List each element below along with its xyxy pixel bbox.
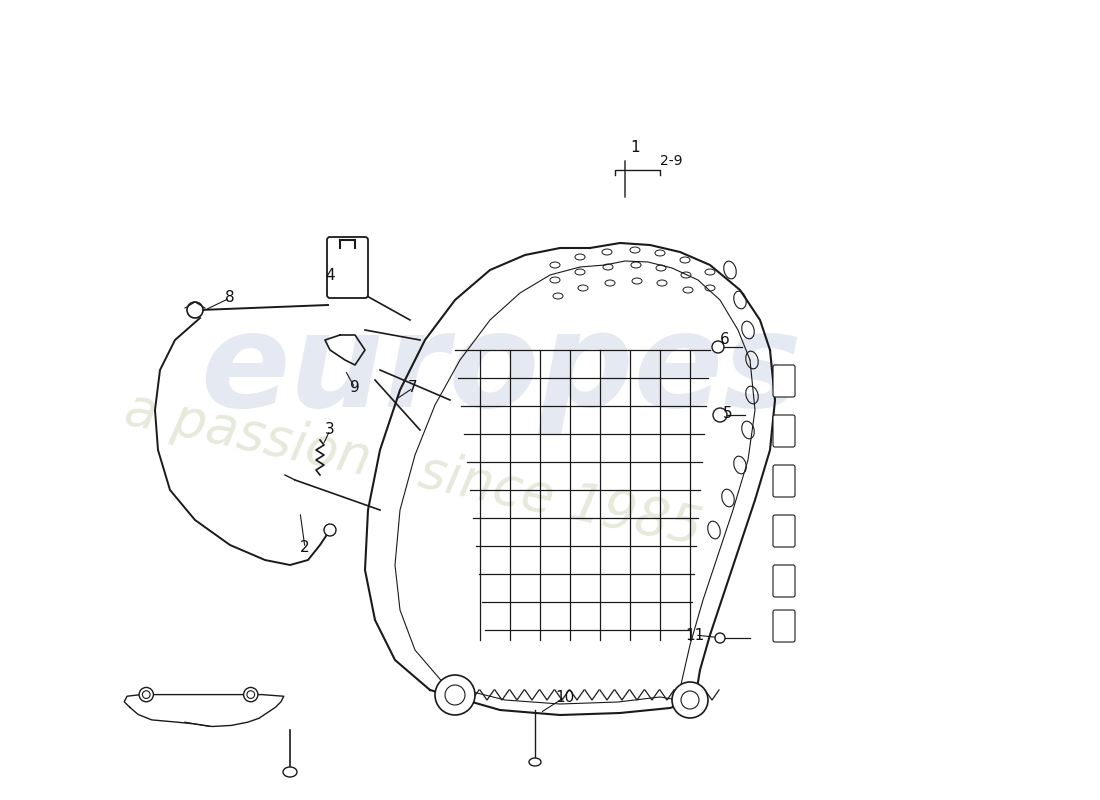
FancyBboxPatch shape <box>327 237 368 298</box>
Text: 2-9: 2-9 <box>660 154 682 168</box>
Circle shape <box>713 408 727 422</box>
Text: a passion   since 1985: a passion since 1985 <box>120 383 706 557</box>
FancyBboxPatch shape <box>773 610 795 642</box>
Text: 10: 10 <box>556 690 574 705</box>
Circle shape <box>243 687 257 702</box>
Text: 1: 1 <box>630 141 640 155</box>
Text: 2: 2 <box>300 541 310 555</box>
FancyBboxPatch shape <box>773 415 795 447</box>
Text: 4: 4 <box>326 267 334 282</box>
Circle shape <box>715 633 725 643</box>
Circle shape <box>712 341 724 353</box>
Circle shape <box>324 524 336 536</box>
Text: 3: 3 <box>326 422 334 438</box>
Ellipse shape <box>283 767 297 777</box>
Circle shape <box>672 682 708 718</box>
FancyBboxPatch shape <box>773 565 795 597</box>
Circle shape <box>139 687 153 702</box>
Circle shape <box>187 302 204 318</box>
Text: 5: 5 <box>723 406 733 421</box>
Text: 7: 7 <box>408 381 418 395</box>
Text: 9: 9 <box>350 381 360 395</box>
Text: 6: 6 <box>720 333 730 347</box>
FancyBboxPatch shape <box>773 465 795 497</box>
Circle shape <box>434 675 475 715</box>
FancyBboxPatch shape <box>773 515 795 547</box>
Polygon shape <box>124 694 284 726</box>
Ellipse shape <box>529 758 541 766</box>
Text: 8: 8 <box>226 290 234 306</box>
Text: 11: 11 <box>685 627 705 642</box>
FancyBboxPatch shape <box>773 365 795 397</box>
Text: europes: europes <box>200 306 802 434</box>
